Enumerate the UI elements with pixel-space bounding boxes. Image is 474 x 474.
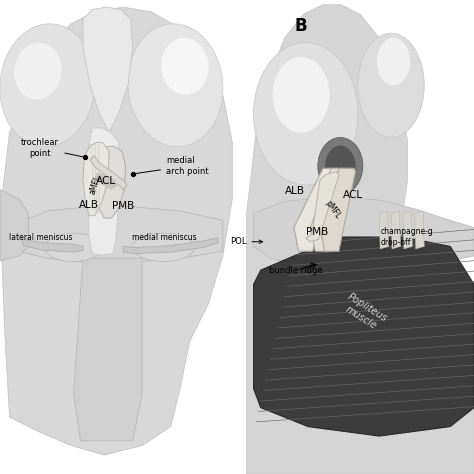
Text: aMFL: aMFL — [87, 174, 102, 196]
Polygon shape — [310, 168, 347, 251]
Polygon shape — [95, 173, 118, 190]
Text: ACL: ACL — [343, 190, 363, 201]
Polygon shape — [88, 128, 119, 255]
Text: Popliteus
muscle: Popliteus muscle — [339, 292, 389, 334]
Polygon shape — [123, 238, 218, 254]
Polygon shape — [379, 211, 389, 249]
Text: medial
arch point: medial arch point — [136, 156, 209, 175]
Ellipse shape — [128, 24, 223, 147]
Polygon shape — [403, 211, 412, 249]
Ellipse shape — [0, 24, 95, 147]
Polygon shape — [246, 5, 474, 474]
Ellipse shape — [273, 57, 329, 133]
Polygon shape — [294, 168, 339, 251]
Ellipse shape — [161, 38, 209, 95]
Polygon shape — [0, 190, 28, 261]
Text: POL: POL — [230, 237, 263, 246]
Text: B: B — [295, 17, 307, 35]
Polygon shape — [254, 197, 474, 268]
Polygon shape — [83, 142, 109, 216]
Ellipse shape — [254, 43, 358, 185]
Polygon shape — [0, 7, 232, 455]
Text: PMB: PMB — [306, 227, 328, 237]
Polygon shape — [415, 211, 424, 249]
Text: ALB: ALB — [79, 200, 99, 210]
Text: champagne-g
drop-off: champagne-g drop-off — [380, 228, 433, 246]
Polygon shape — [73, 258, 142, 441]
Polygon shape — [100, 146, 126, 218]
Ellipse shape — [377, 38, 410, 85]
Text: medial meniscus: medial meniscus — [132, 233, 196, 241]
Polygon shape — [254, 237, 474, 436]
Ellipse shape — [325, 146, 356, 188]
Polygon shape — [306, 172, 339, 242]
Text: ACL: ACL — [96, 176, 116, 186]
Text: bundle ridge: bundle ridge — [269, 264, 323, 274]
Text: ALB: ALB — [285, 185, 305, 196]
Polygon shape — [21, 235, 83, 252]
Text: PMB: PMB — [112, 201, 134, 211]
Polygon shape — [19, 205, 223, 264]
Ellipse shape — [358, 33, 424, 137]
Ellipse shape — [14, 43, 62, 100]
Polygon shape — [320, 168, 356, 251]
Polygon shape — [90, 155, 127, 190]
Ellipse shape — [318, 137, 363, 194]
Text: pMFL: pMFL — [323, 199, 342, 220]
Text: lateral meniscus: lateral meniscus — [9, 233, 73, 241]
Polygon shape — [83, 7, 133, 133]
Text: trochlear
point: trochlear point — [21, 138, 82, 157]
Ellipse shape — [45, 233, 102, 262]
Ellipse shape — [133, 233, 194, 262]
Polygon shape — [391, 211, 401, 249]
